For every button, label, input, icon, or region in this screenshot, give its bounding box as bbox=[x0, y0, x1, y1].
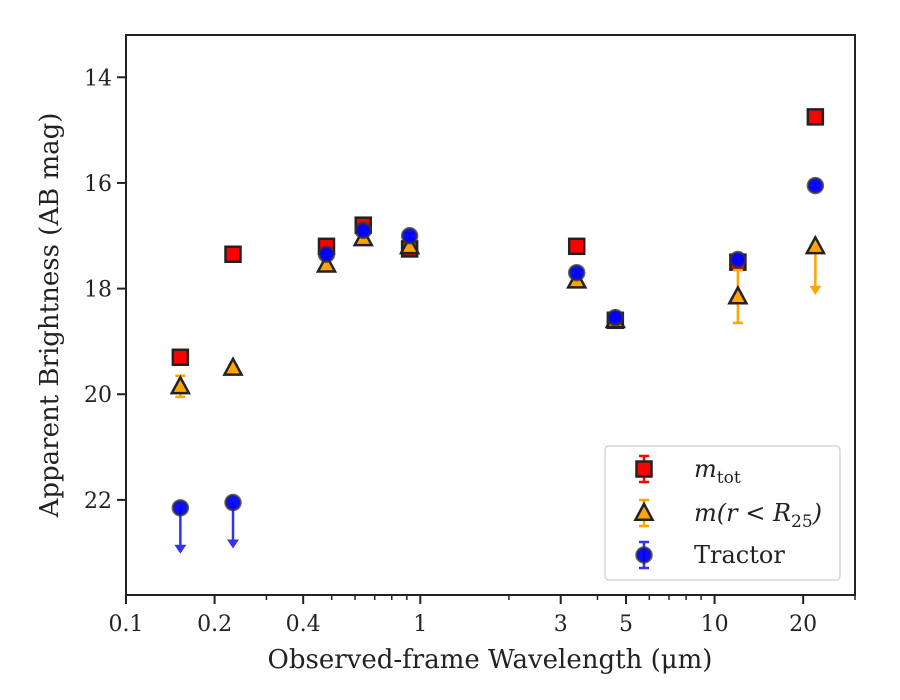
legend-item: mtot bbox=[635, 454, 741, 488]
x-axis-ticks: 0.1 0.2 0.4 1 3 5 10 20 bbox=[109, 595, 817, 637]
legend-item: Tractor bbox=[635, 540, 785, 570]
square-marker bbox=[567, 237, 586, 256]
y-axis-ticks: 14 16 18 20 22 bbox=[84, 66, 126, 514]
square-marker bbox=[224, 245, 242, 263]
x-tick-label: 3 bbox=[554, 612, 568, 637]
y-axis-label: Apparent Brightness (AB mag) bbox=[35, 113, 65, 519]
arrow-head bbox=[809, 285, 822, 295]
legend-item: m(r < R25) bbox=[633, 498, 822, 532]
data-point bbox=[806, 108, 825, 126]
data-point bbox=[727, 268, 749, 325]
legend: mtot m(r < R25) Tractor bbox=[604, 445, 841, 581]
triangle-marker bbox=[804, 234, 827, 255]
data-point bbox=[169, 374, 192, 399]
data-point bbox=[171, 348, 190, 367]
data-point bbox=[606, 308, 625, 327]
y-tick-label: 22 bbox=[84, 489, 112, 514]
x-tick-label: 1 bbox=[413, 612, 427, 637]
data-point bbox=[567, 237, 586, 256]
circle-marker bbox=[606, 308, 625, 327]
y-tick-label: 14 bbox=[84, 66, 112, 91]
legend-box bbox=[604, 445, 841, 581]
circle-marker bbox=[400, 227, 419, 245]
legend-triangle-marker bbox=[633, 501, 655, 521]
plot-frame bbox=[125, 34, 856, 596]
y-tick-label: 16 bbox=[84, 172, 112, 197]
square-marker bbox=[806, 108, 825, 126]
x-axis-label: Observed-frame Wavelength (μm) bbox=[268, 645, 713, 675]
legend-label: m(r < R25) bbox=[694, 499, 822, 532]
data-point bbox=[317, 245, 336, 263]
circle-marker bbox=[317, 245, 336, 263]
triangle-marker bbox=[169, 374, 192, 395]
y-tick-label: 20 bbox=[84, 383, 112, 408]
data-point bbox=[354, 221, 373, 240]
data-point bbox=[806, 176, 825, 195]
x-tick-label: 0.4 bbox=[286, 612, 321, 637]
data-point bbox=[567, 263, 586, 282]
data-point bbox=[222, 356, 244, 376]
series-circle bbox=[171, 176, 825, 554]
circle-marker bbox=[729, 250, 747, 269]
legend-square-marker bbox=[635, 460, 653, 478]
arrow-head bbox=[227, 539, 240, 549]
legend-circle-marker bbox=[635, 546, 653, 564]
x-tick-label: 0.1 bbox=[109, 612, 144, 637]
triangle-marker bbox=[727, 284, 749, 305]
data-point bbox=[171, 499, 190, 554]
data-point bbox=[224, 493, 242, 549]
data-point bbox=[224, 245, 242, 263]
circle-marker bbox=[224, 493, 242, 512]
data-point bbox=[804, 234, 827, 295]
series-square bbox=[171, 108, 825, 367]
x-tick-label: 5 bbox=[619, 612, 633, 637]
x-tick-label: 10 bbox=[701, 612, 729, 637]
circle-marker bbox=[354, 221, 373, 240]
y-tick-label: 18 bbox=[84, 278, 112, 303]
circle-marker bbox=[171, 499, 190, 517]
plot-area bbox=[169, 108, 827, 554]
data-point bbox=[398, 234, 421, 255]
data-point bbox=[729, 250, 747, 269]
triangle-marker bbox=[398, 234, 421, 255]
arrow-head bbox=[174, 544, 187, 554]
circle-marker bbox=[806, 176, 825, 195]
data-point bbox=[400, 227, 419, 245]
x-tick-label: 0.2 bbox=[197, 612, 232, 637]
legend-label: mtot bbox=[694, 455, 741, 488]
triangle-marker bbox=[222, 356, 244, 376]
x-tick-label: 20 bbox=[789, 612, 817, 637]
square-marker bbox=[171, 348, 190, 367]
triangle-marker bbox=[315, 253, 338, 273]
legend-label: Tractor bbox=[694, 541, 785, 569]
circle-marker bbox=[567, 263, 586, 282]
series-triangle bbox=[169, 226, 827, 399]
